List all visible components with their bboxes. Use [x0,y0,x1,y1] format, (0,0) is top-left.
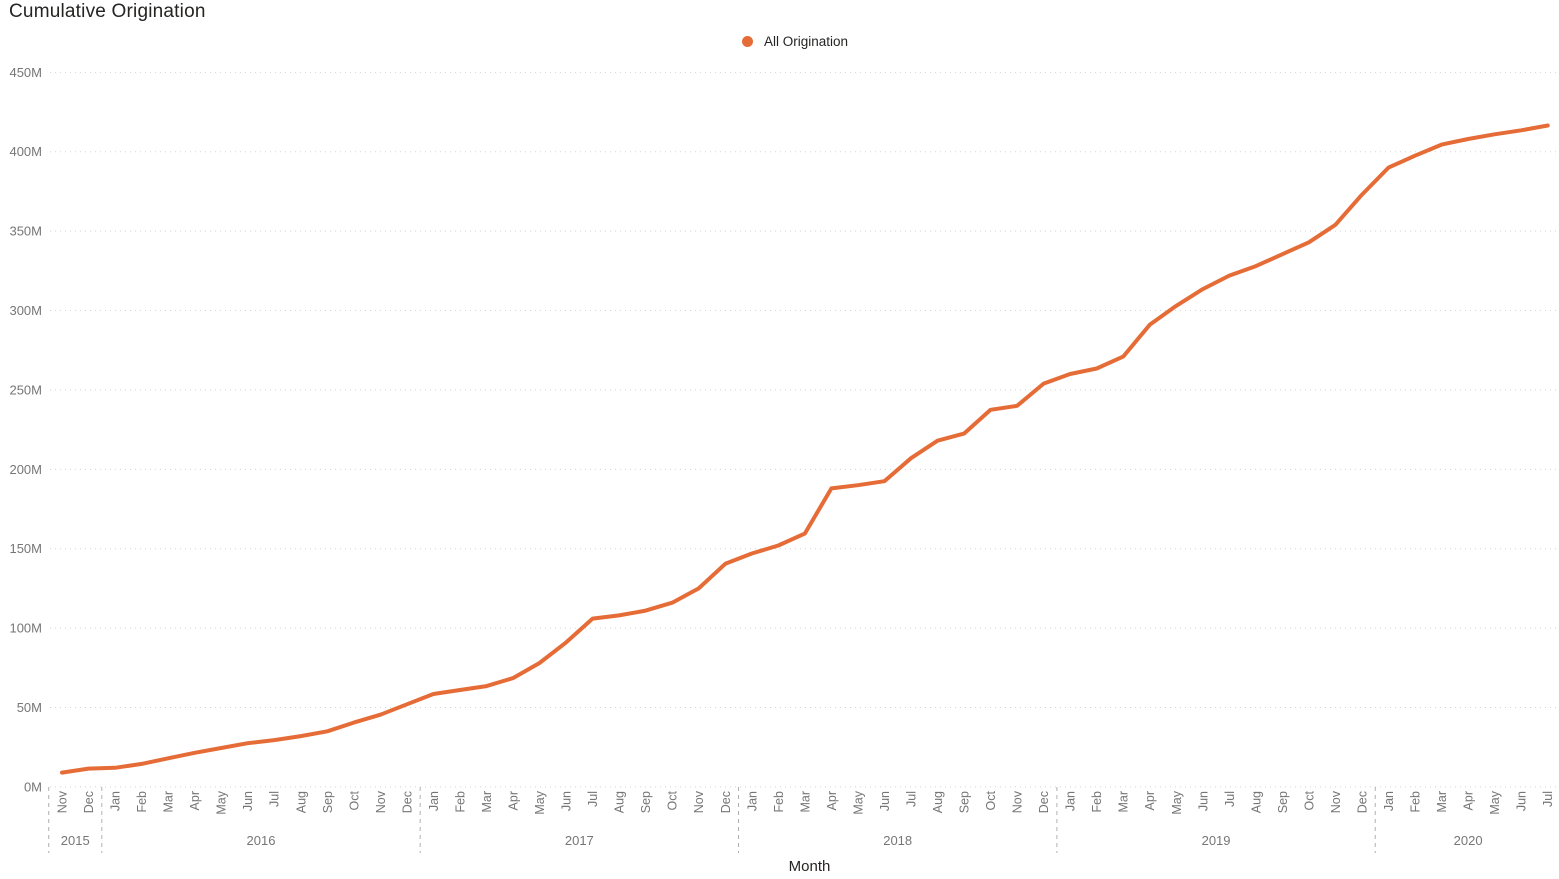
y-tick-label: 400M [9,144,42,159]
month-tick-label: Dec [1037,791,1051,813]
month-tick-label: Mar [1435,791,1449,813]
month-tick-label: Feb [772,791,786,813]
month-tick-label: Jul [904,791,918,807]
month-tick-label: Apr [1143,791,1157,810]
year-label: 2016 [247,833,276,848]
month-tick-label: Apr [825,791,839,810]
month-tick-label: Feb [135,791,149,813]
month-tick-label: Apr [188,791,202,810]
month-tick-label: Mar [798,791,812,813]
month-tick-label: Dec [82,791,96,813]
month-tick-label: Jan [745,791,759,811]
y-tick-label: 0M [24,779,42,794]
month-tick-label: Sep [1276,791,1290,813]
month-tick-label: Dec [400,791,414,813]
year-label: 2019 [1202,833,1231,848]
month-tick-label: Feb [453,791,467,813]
y-tick-label: 300M [9,303,42,318]
month-tick-label: Aug [1249,791,1263,813]
legend-label: All Origination [764,34,849,49]
month-tick-label: May [215,790,229,814]
year-label: 2017 [565,833,594,848]
month-tick-label: Oct [666,790,680,810]
month-tick-label: Nov [56,790,70,813]
y-tick-label: 50M [17,700,42,715]
month-tick-label: Mar [1117,791,1131,813]
y-tick-label: 450M [9,65,42,80]
month-tick-label: Jul [586,791,600,807]
y-tick-label: 200M [9,462,42,477]
month-tick-label: Jun [560,791,574,811]
y-tick-label: 250M [9,382,42,397]
month-tick-label: May [533,790,547,814]
month-tick-label: Nov [374,790,388,813]
month-tick-label: Oct [984,790,998,810]
month-tick-label: Nov [1011,790,1025,813]
month-tick-label: Oct [347,790,361,810]
month-tick-label: Apr [507,791,521,810]
month-tick-label: Oct [1302,790,1316,810]
month-tick-label: Sep [321,791,335,813]
month-tick-label: Jan [1064,791,1078,811]
month-tick-label: Jun [878,791,892,811]
month-tick-label: Jan [427,791,441,811]
month-tick-label: Dec [1355,791,1369,813]
month-tick-label: Aug [613,791,627,813]
month-tick-label: Sep [639,791,653,813]
month-tick-label: Jan [109,791,123,811]
month-tick-label: May [851,790,865,814]
month-tick-label: Jun [241,791,255,811]
y-tick-label: 100M [9,621,42,636]
legend: All Origination [742,34,848,49]
month-tick-label: Jun [1196,791,1210,811]
legend-marker-circle-icon [742,36,753,47]
month-tick-label: Mar [480,791,494,813]
month-tick-label: Jan [1382,791,1396,811]
month-tick-label: Dec [719,791,733,813]
month-tick-label: Nov [692,790,706,813]
y-tick-label: 150M [9,541,42,556]
month-tick-label: Apr [1462,791,1476,810]
month-tick-label: Aug [931,791,945,813]
year-label: 2020 [1454,833,1483,848]
month-tick-label: Nov [1329,790,1343,813]
month-tick-label: Sep [958,791,972,813]
y-tick-label: 350M [9,224,42,239]
month-tick-label: Feb [1409,791,1423,813]
month-tick-label: May [1170,790,1184,814]
month-tick-label: Jul [268,791,282,807]
month-tick-label: May [1488,790,1502,814]
month-tick-label: Mar [162,791,176,813]
month-tick-label: Jul [1541,791,1555,807]
x-axis-title: Month [788,858,831,875]
month-tick-label: Jun [1515,791,1529,811]
year-label: 2015 [61,833,90,848]
legend-item[interactable]: All Origination [742,34,848,49]
series-line [60,123,1550,775]
month-tick-label: Aug [294,791,308,813]
year-label: 2018 [883,833,912,848]
month-tick-label: Jul [1223,791,1237,807]
chart-title: Cumulative Origination [9,1,206,22]
month-tick-label: Feb [1090,791,1104,813]
